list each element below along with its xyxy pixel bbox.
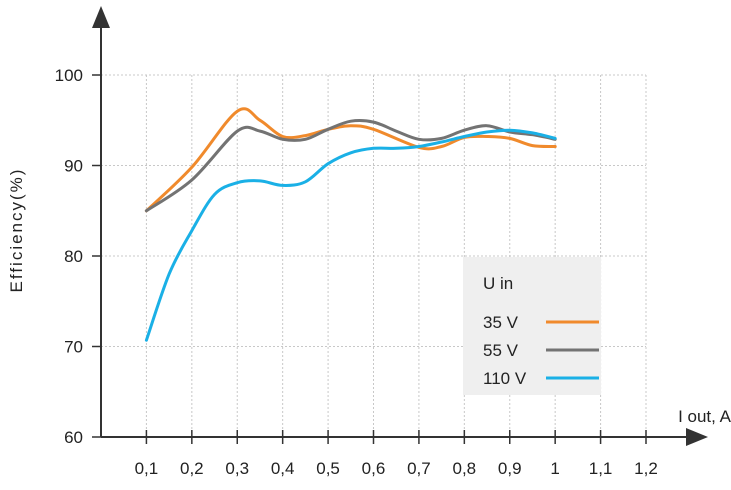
x-tick-label: 1 — [550, 459, 559, 478]
x-tick-label: 0,2 — [180, 459, 204, 478]
x-axis-arrow — [686, 428, 708, 446]
x-tick-label: 1,2 — [634, 459, 658, 478]
y-tick-label: 80 — [64, 247, 83, 266]
y-tick-label: 60 — [64, 428, 83, 447]
x-tick-label: 0,3 — [225, 459, 249, 478]
y-axis-arrow — [92, 6, 110, 28]
y-axis-title: Efficiency(%) — [7, 168, 26, 293]
x-tick-label: 0,4 — [271, 459, 295, 478]
series-group — [144, 107, 557, 342]
x-axis-title: I out, A — [678, 407, 731, 426]
series-line-110-v — [144, 128, 557, 342]
x-tick-label: 0,9 — [498, 459, 522, 478]
y-tick-label: 90 — [64, 157, 83, 176]
legend-box — [463, 257, 601, 395]
x-tick-label: 0,5 — [316, 459, 340, 478]
series-line-35-v — [144, 107, 557, 213]
legend-label: 55 V — [483, 341, 519, 360]
legend-label: 110 V — [483, 369, 527, 388]
legend-title: U in — [483, 274, 513, 293]
x-tick-label: 0,6 — [362, 459, 386, 478]
legend: U in 35 V 55 V 110 V — [463, 257, 601, 395]
legend-label: 35 V — [483, 313, 519, 332]
y-tick-label: 100 — [55, 66, 83, 85]
x-tick-label: 1,1 — [589, 459, 613, 478]
x-tick-label: 0,7 — [407, 459, 431, 478]
axes — [92, 6, 708, 446]
x-tick-label: 0,1 — [135, 459, 159, 478]
series-line-55-v — [144, 118, 557, 213]
y-tick-label: 70 — [64, 338, 83, 357]
ticks: 0,1 0,2 0,3 0,4 0,5 0,6 0,7 0,8 0,9 1 1,1 1,2 60 70 80… — [55, 66, 658, 478]
x-tick-label: 0,8 — [453, 459, 477, 478]
